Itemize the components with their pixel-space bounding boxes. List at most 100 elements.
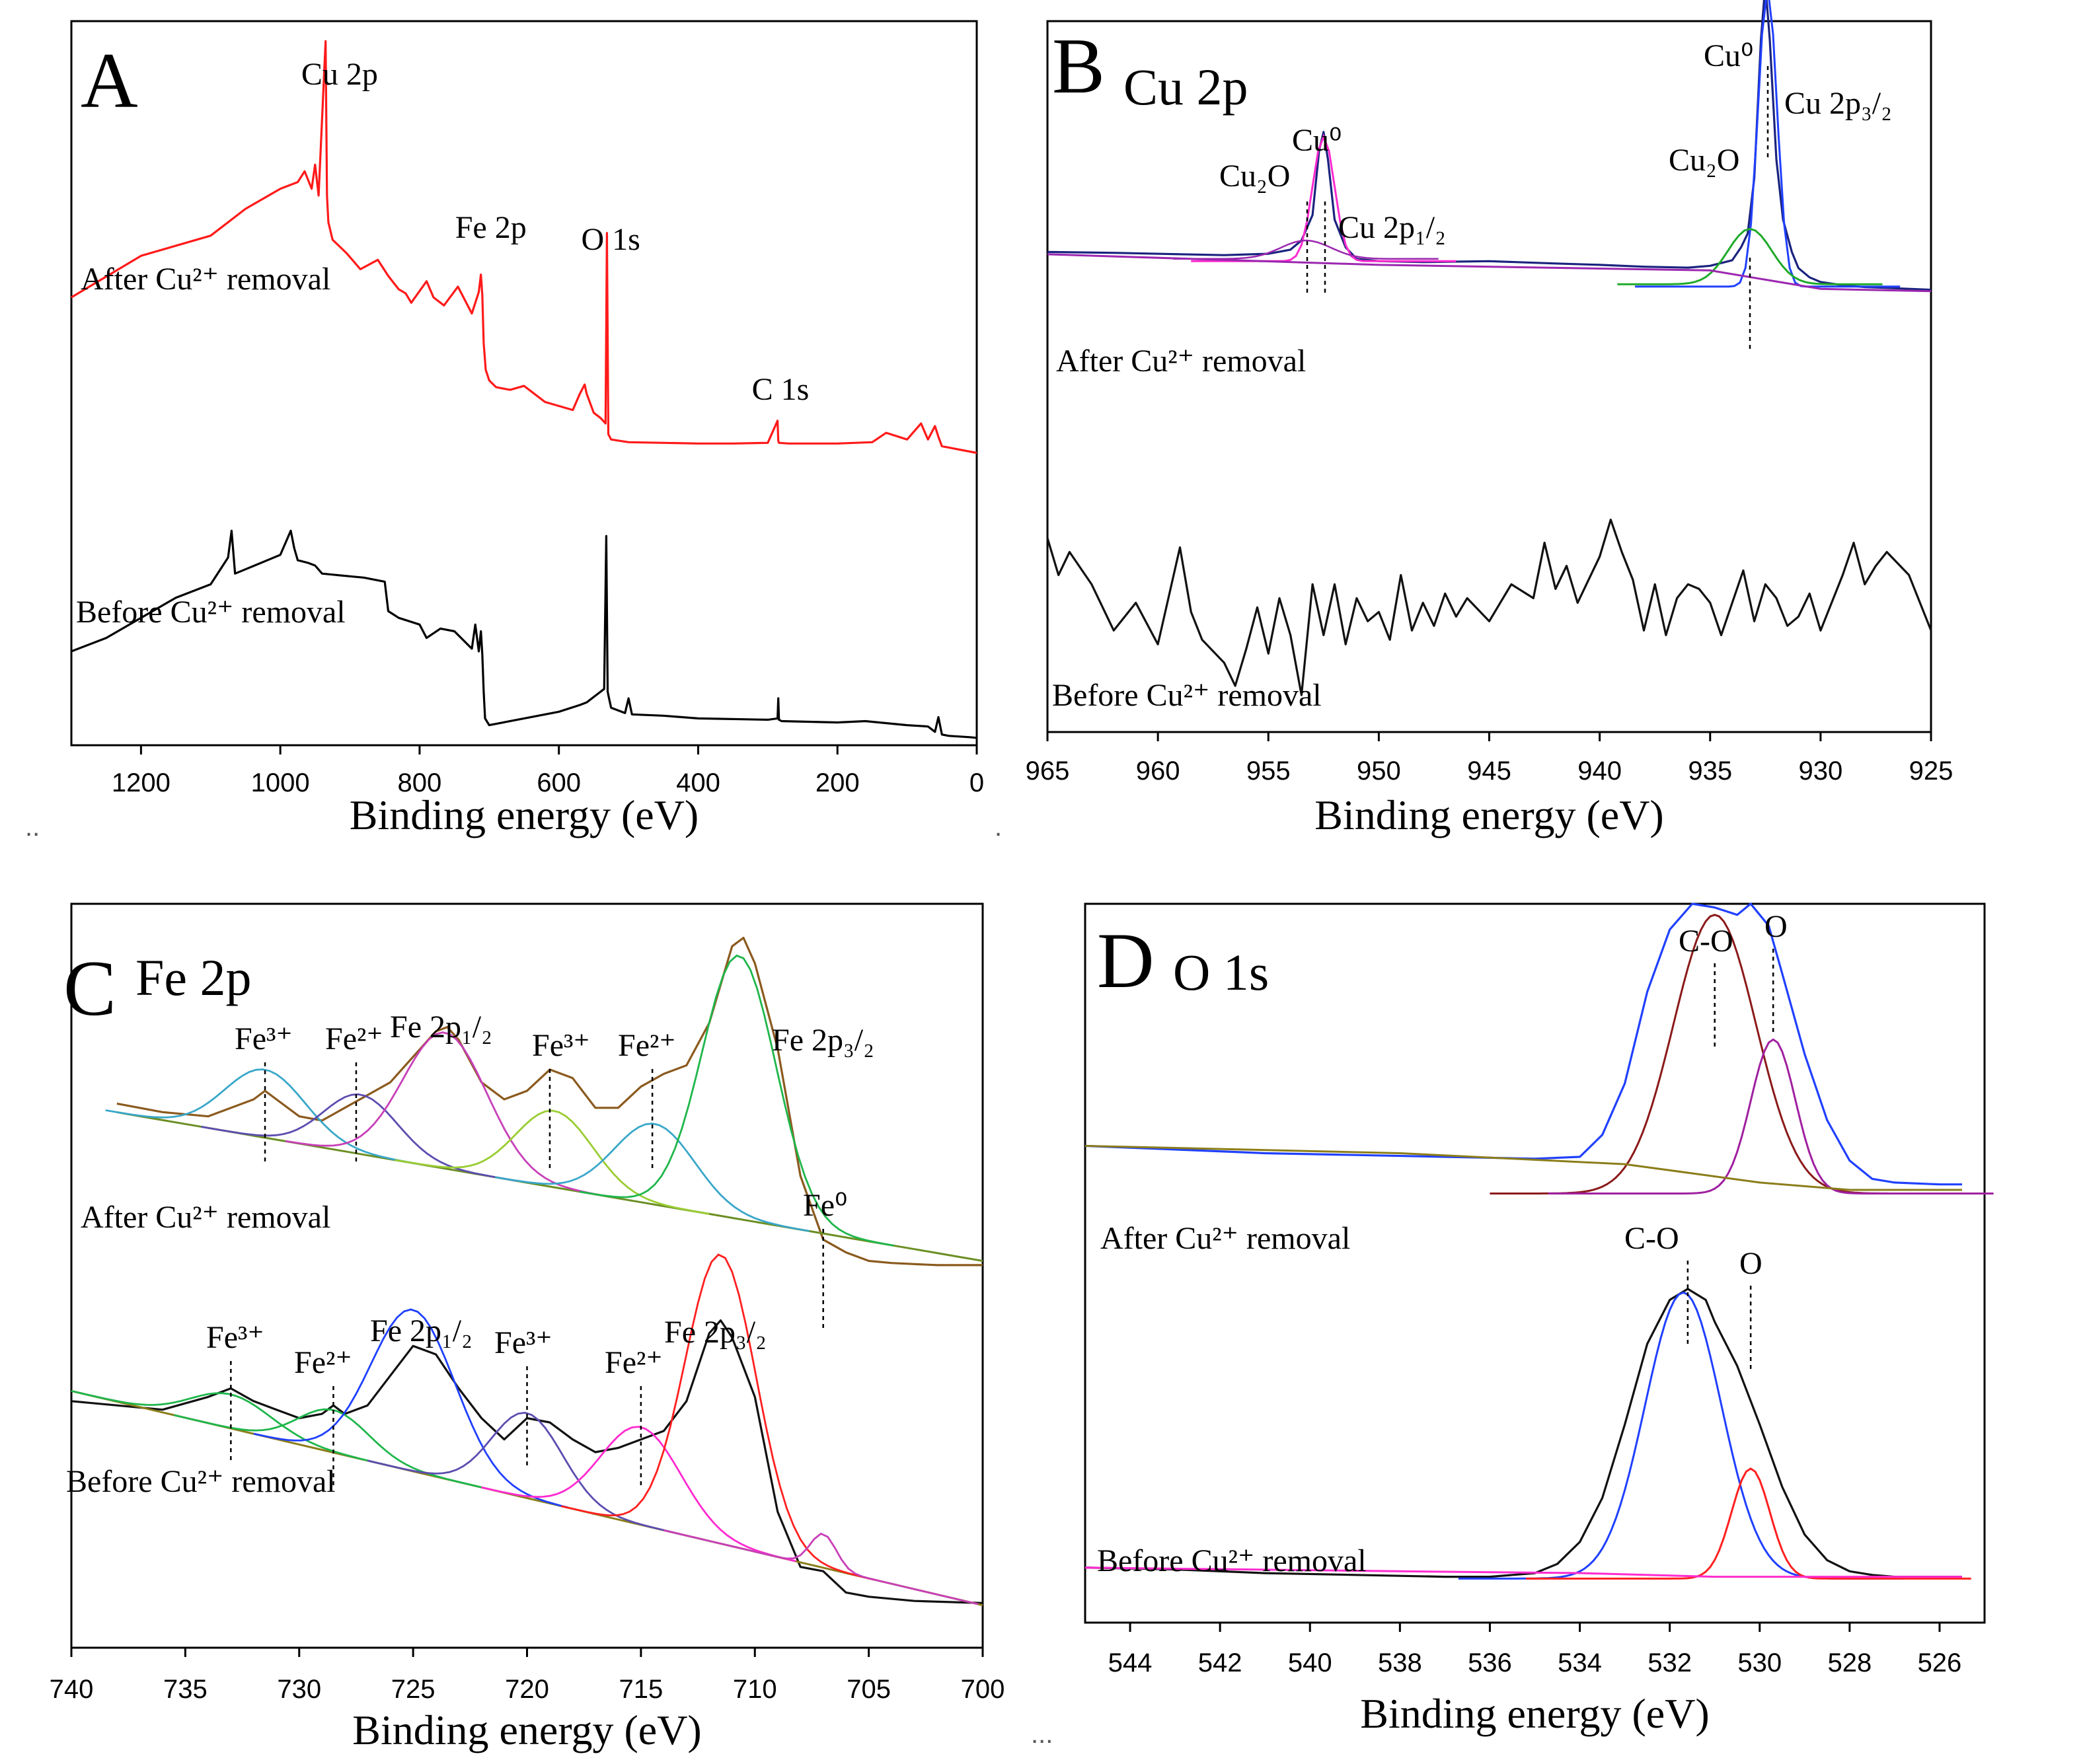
x-tick-label: 544 <box>1108 1648 1153 1677</box>
x-tick-label: 715 <box>619 1675 663 1704</box>
peak-annotation: O 1s <box>581 222 640 257</box>
series-line-before <box>1084 1288 1962 1578</box>
x-tick-label: 200 <box>815 768 860 797</box>
fit-o-after <box>1548 1038 1994 1194</box>
fit-fe-2p12-after <box>285 1031 601 1196</box>
series-line-after <box>1047 0 1932 291</box>
peak-annotation: Fe⁰ <box>803 1188 847 1223</box>
peak-annotation: Fe²⁺ <box>325 1021 383 1056</box>
series-line-after <box>1084 902 1962 1186</box>
curve-label-after: After Cu²⁺ removal <box>1100 1221 1350 1256</box>
x-tick-label: 955 <box>1246 756 1291 786</box>
series-line-before <box>71 529 977 739</box>
peak-annotation: C-O <box>1679 924 1733 959</box>
x-tick-label: 1000 <box>251 768 310 797</box>
x-tick-label: 945 <box>1467 756 1511 786</box>
curve-label-before: Before Cu²⁺ removal <box>1052 678 1322 713</box>
fit-cu0-32 <box>1635 0 1901 288</box>
x-tick-label: 534 <box>1558 1648 1602 1677</box>
plot-frame <box>70 902 984 1649</box>
plot-frame <box>1084 902 1986 1624</box>
fit-background-after <box>116 1111 983 1262</box>
x-tick-label: 725 <box>391 1675 436 1704</box>
series-line-after <box>71 40 977 455</box>
curve-label-after: After Cu²⁺ removal <box>1056 344 1306 379</box>
x-axis-title: Binding energy (eV) <box>1314 791 1663 838</box>
x-tick-label: 540 <box>1288 1648 1332 1677</box>
curve-label-before: Before Cu²⁺ removal <box>76 595 346 630</box>
fit-co-before <box>1458 1291 1904 1580</box>
panel-letter: A <box>81 36 138 124</box>
peak-annotation: Fe³⁺ <box>532 1028 590 1063</box>
x-tick-label: 536 <box>1468 1648 1512 1677</box>
curve-label-before: Before Cu²⁺ removal <box>66 1464 336 1499</box>
x-tick-label: 526 <box>1918 1648 1962 1677</box>
fit-cu2o-32 <box>1617 227 1883 285</box>
peak-annotation: Fe 2p <box>455 210 527 245</box>
peak-annotation: Fe³⁺ <box>235 1021 293 1056</box>
panel-letter: B <box>1052 22 1105 110</box>
fit-fe3-after <box>395 1109 710 1215</box>
peak-annotation: Fe 2p₁/₂ <box>390 1010 492 1045</box>
fit-fe2-before <box>173 1408 489 1490</box>
x-tick-label: 530 <box>1737 1648 1782 1677</box>
fit-fe2-after <box>201 1093 516 1182</box>
panel-letter: C <box>63 944 116 1032</box>
x-tick-label: 600 <box>537 768 581 797</box>
fit-fe-2p32-after <box>579 954 894 1247</box>
x-tick-label: 965 <box>1026 756 1070 786</box>
stray-mark: . <box>995 813 1002 842</box>
plot-frame <box>70 20 978 747</box>
peak-annotation: C 1s <box>752 372 810 407</box>
peak-annotation: Cu 2p <box>301 57 378 92</box>
series-line-before <box>71 1319 983 1604</box>
fit-fe2-2-after <box>494 1122 810 1232</box>
peak-annotation: Fe³⁺ <box>206 1320 264 1355</box>
x-tick-label: 935 <box>1688 756 1732 786</box>
x-tick-label: 528 <box>1827 1648 1872 1677</box>
stray-mark: ... <box>1031 1720 1053 1749</box>
fit-o-before <box>1525 1467 1971 1580</box>
x-tick-label: 705 <box>847 1675 891 1704</box>
peak-annotation: Fe 2p₃/₂ <box>772 1023 874 1058</box>
stray-mark: .. <box>25 813 40 842</box>
panel-a: 1200 1000 800 600 400 200 0 Binding energy (eV)… <box>70 20 984 838</box>
x-tick-label: 532 <box>1648 1648 1692 1677</box>
peak-annotation: Fe³⁺ <box>494 1325 552 1360</box>
peak-annotation: Cu 2p₃/₂ <box>1784 86 1892 121</box>
peak-annotation: Cu₂O <box>1669 143 1739 178</box>
peak-annotation: Cu⁰ <box>1292 123 1342 158</box>
x-tick-label: 800 <box>398 768 442 797</box>
panel-title: O 1s <box>1173 943 1269 1001</box>
peak-annotation: Fe²⁺ <box>294 1345 352 1380</box>
fit-fe2-2-before <box>481 1426 796 1562</box>
x-tick-label: 1200 <box>112 768 171 797</box>
x-tick-label: 740 <box>50 1675 94 1704</box>
fit-background <box>1047 253 1932 293</box>
x-tick-label: 710 <box>733 1675 777 1704</box>
x-tick-label: 0 <box>969 768 984 797</box>
peak-annotation: O <box>1764 909 1788 944</box>
panel-d: 544 542 540 538 536 534 532 530 528 526 Binding en… <box>1084 902 1994 1737</box>
x-axis-title: Binding energy (eV) <box>1360 1690 1709 1737</box>
peak-annotation: C-O <box>1624 1221 1679 1256</box>
panel-letter: D <box>1097 916 1155 1004</box>
x-tick-label: 700 <box>961 1675 1005 1704</box>
x-axis-title: Binding energy (eV) <box>352 1707 701 1753</box>
peak-annotation: Cu 2p₁/₂ <box>1338 210 1446 245</box>
x-tick-label: 538 <box>1378 1648 1422 1677</box>
panel-title: Cu 2p <box>1123 58 1248 116</box>
x-tick-label: 730 <box>277 1675 321 1704</box>
x-tick-label: 735 <box>163 1675 208 1704</box>
panel-c: 740 735 730 725 720 715 710 705 700 Binding energ… <box>50 902 1005 1753</box>
series-line-before <box>1046 519 1932 696</box>
x-tick-label: 960 <box>1136 756 1180 786</box>
fit-fe0-before <box>663 1529 979 1605</box>
fit-background-before <box>1084 1566 1962 1578</box>
fit-fe-2p32-before <box>560 1253 876 1581</box>
peak-annotation: Fe²⁺ <box>618 1028 676 1063</box>
peak-annotation: Cu₂O <box>1219 159 1290 194</box>
x-tick-label: 925 <box>1909 756 1953 786</box>
peak-annotation: Fe 2p₁/₂ <box>370 1313 473 1348</box>
